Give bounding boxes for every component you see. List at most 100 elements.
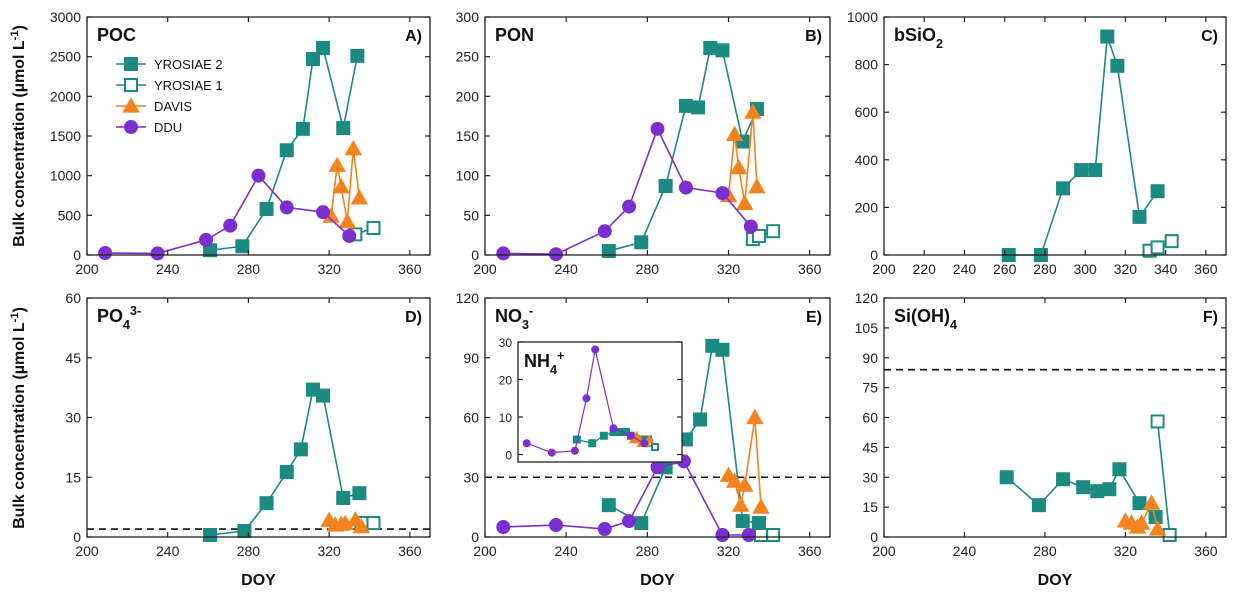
y-tick-label: 15 (65, 469, 81, 485)
y-tick-label: 250 (456, 49, 480, 65)
plot-frame (883, 16, 1227, 256)
data-point (322, 207, 340, 223)
x-tick-label: 300 (1073, 261, 1097, 277)
series-ddu (496, 121, 758, 262)
data-point (703, 40, 718, 55)
y-tick-label: 150 (456, 128, 480, 144)
x-tick-label: 200 (75, 261, 99, 277)
x-axis-label: DOY (241, 572, 276, 589)
data-point (1132, 209, 1147, 224)
panel-title: PO43- (97, 304, 141, 332)
x-tick-label: 240 (156, 543, 180, 559)
data-point (305, 52, 320, 67)
y-tick-label: 0 (505, 449, 512, 463)
data-point (1148, 520, 1167, 536)
y-tick-label: 500 (58, 207, 82, 223)
series-yrosiae-2 (203, 40, 365, 258)
y-tick-label: 30 (862, 469, 878, 485)
y-tick-label: 0 (471, 529, 479, 545)
data-point (570, 446, 579, 455)
y-tick-label: 0 (870, 247, 878, 263)
series-line (209, 388, 360, 536)
data-point (344, 139, 363, 156)
data-point (1150, 184, 1165, 199)
data-point (743, 219, 758, 234)
x-tick-label: 200 (872, 261, 896, 277)
y-tick-label: 120 (456, 290, 480, 306)
y-tick-label: 105 (855, 320, 879, 336)
data-point (582, 394, 591, 403)
data-point (352, 517, 371, 534)
data-point (150, 246, 165, 261)
series-davis (719, 408, 770, 514)
y-tick-label: 90 (862, 350, 878, 366)
data-point (199, 232, 214, 247)
series-yrosiae-2 (601, 338, 766, 531)
data-point (1100, 29, 1115, 44)
x-tick-label: 220 (913, 261, 937, 277)
series-yrosiae-1 (745, 224, 781, 247)
y-axis-label-top: Bulk concentration (µmol L-1) (9, 25, 28, 247)
data-point (658, 178, 673, 193)
data-point (1074, 163, 1089, 178)
inset-background (518, 342, 682, 462)
x-tick-label: 360 (398, 261, 422, 277)
data-point (338, 212, 357, 229)
x-tick-label: 360 (1194, 261, 1218, 277)
x-tick-label: 200 (473, 261, 497, 277)
x-tick-label: 240 (554, 543, 578, 559)
y-tick-label: 60 (65, 290, 81, 306)
data-point (650, 443, 659, 451)
y-tick-label: 120 (855, 290, 879, 306)
data-point (650, 460, 665, 475)
data-point (98, 246, 113, 261)
data-point (626, 431, 635, 440)
y-tick-label: 30 (65, 410, 81, 426)
data-point (295, 121, 310, 136)
x-tick-label: 280 (237, 261, 261, 277)
y-tick-label: 0 (870, 529, 878, 545)
data-point (601, 244, 616, 259)
data-point (591, 345, 600, 354)
data-point (1088, 163, 1103, 178)
data-point (366, 516, 381, 531)
y-tick-label: 400 (855, 152, 879, 168)
data-point (754, 528, 768, 543)
data-point (336, 490, 351, 505)
y-tick-label: 20 (499, 374, 513, 388)
data-point (342, 228, 357, 243)
y-tick-label: 800 (855, 57, 879, 73)
y-tick-label: 300 (456, 9, 480, 25)
y-tick-label: 200 (855, 199, 879, 215)
x-tick-label: 360 (798, 261, 822, 277)
x-axis-label: DOY (1038, 572, 1073, 589)
panel-d: 200 240 280 320 360 0 15 30 45 60 PO43- D) DOY (65, 290, 431, 589)
x-tick-label: 240 (554, 261, 578, 277)
data-point (678, 98, 693, 113)
series-line (1156, 421, 1171, 536)
y-tick-label: 0 (471, 247, 479, 263)
data-point (1090, 484, 1105, 499)
data-point (1056, 181, 1071, 196)
data-point (715, 342, 730, 357)
data-point (715, 528, 730, 543)
data-point (237, 524, 252, 539)
y-tick-label: 10 (499, 411, 513, 425)
y-tick-label: 200 (456, 88, 480, 104)
y-tick-label: 0 (73, 529, 81, 545)
data-point (1110, 58, 1125, 73)
data-point (766, 224, 781, 239)
data-point (496, 520, 511, 535)
y-tick-label: 75 (862, 380, 878, 396)
series-davis (1116, 494, 1167, 536)
x-tick-label: 280 (636, 261, 660, 277)
x-tick-label: 320 (317, 261, 341, 277)
data-point (736, 476, 754, 492)
data-point (547, 448, 556, 457)
panel-letter: A) (405, 28, 422, 45)
data-point (736, 194, 754, 210)
series-ddu (98, 168, 357, 261)
data-point (316, 388, 331, 403)
data-point (496, 246, 511, 261)
